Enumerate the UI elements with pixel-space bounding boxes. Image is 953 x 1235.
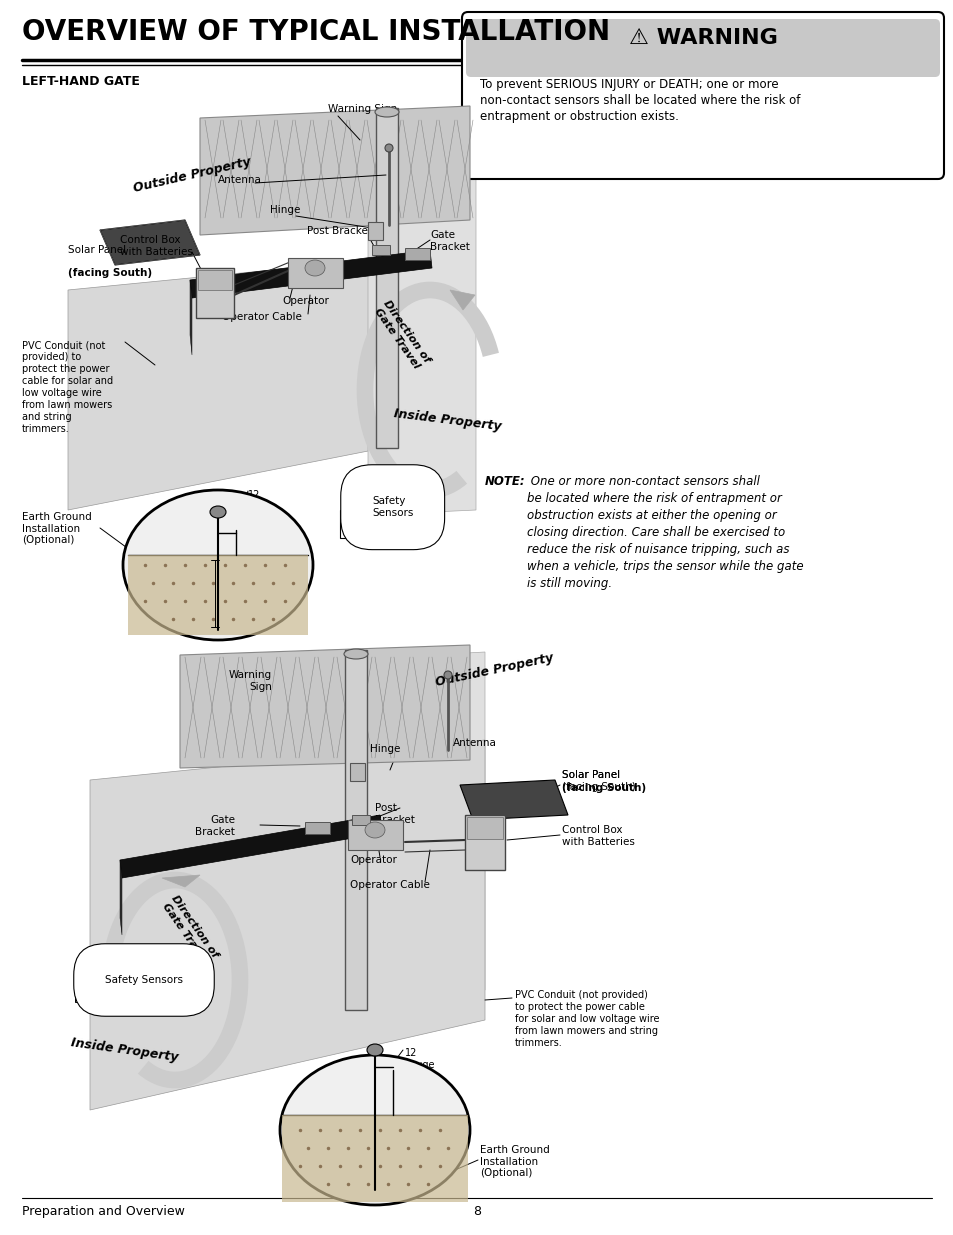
- Text: Outside Property: Outside Property: [132, 156, 252, 195]
- Text: Warning Sign: Warning Sign: [328, 104, 396, 114]
- Polygon shape: [100, 220, 200, 266]
- Text: 12
gauge
wire: 12 gauge wire: [405, 1049, 435, 1081]
- Text: OVERVIEW OF TYPICAL INSTALLATION: OVERVIEW OF TYPICAL INSTALLATION: [22, 19, 610, 46]
- Ellipse shape: [280, 1055, 470, 1205]
- Bar: [352, 815, 370, 825]
- Bar: [372, 245, 390, 254]
- Bar: [339, 510, 359, 538]
- Ellipse shape: [210, 506, 226, 517]
- Bar: [464, 815, 504, 869]
- Text: Solar Panel: Solar Panel: [561, 769, 619, 781]
- Ellipse shape: [375, 107, 398, 117]
- Text: Operator Cable: Operator Cable: [350, 881, 430, 890]
- Text: entrapment or obstruction exists.: entrapment or obstruction exists.: [479, 110, 679, 124]
- Text: PVC Conduit (not
provided) to
protect the power
cable for solar and
low voltage : PVC Conduit (not provided) to protect th…: [22, 340, 113, 433]
- Text: Preparation and Overview: Preparation and Overview: [22, 1205, 185, 1218]
- Polygon shape: [339, 652, 484, 1000]
- Bar: [288, 258, 343, 288]
- Text: (facing South): (facing South): [68, 268, 152, 278]
- Ellipse shape: [305, 261, 325, 275]
- Text: Outside Property: Outside Property: [435, 651, 555, 689]
- Bar: [350, 763, 365, 781]
- Text: Post Bracket: Post Bracket: [307, 226, 372, 236]
- Ellipse shape: [367, 1044, 382, 1056]
- Bar: [345, 650, 367, 1010]
- Ellipse shape: [344, 650, 368, 659]
- Text: PVC Conduit (not provided)
to protect the power cable
for solar and low voltage : PVC Conduit (not provided) to protect th…: [515, 990, 659, 1049]
- Text: Operator: Operator: [282, 296, 329, 306]
- Text: 8: 8: [473, 1205, 480, 1218]
- Text: Gate
Bracket: Gate Bracket: [430, 230, 470, 252]
- Text: LEFT-HAND GATE: LEFT-HAND GATE: [22, 75, 140, 88]
- Text: (facing South): (facing South): [561, 783, 645, 793]
- Bar: [90, 981, 110, 1008]
- Text: Inside Property: Inside Property: [393, 408, 502, 433]
- Bar: [405, 248, 430, 261]
- FancyBboxPatch shape: [465, 19, 939, 77]
- Text: ⚠ WARNING: ⚠ WARNING: [628, 28, 777, 48]
- Text: 8 ft.
(2.4 m): 8 ft. (2.4 m): [172, 576, 208, 597]
- Text: Warning
Sign: Warning Sign: [229, 671, 272, 692]
- Text: Operator: Operator: [350, 855, 396, 864]
- Bar: [198, 270, 232, 290]
- Polygon shape: [162, 876, 200, 887]
- Bar: [195, 268, 233, 317]
- Text: 8 ft.
(2.4 m): 8 ft. (2.4 m): [336, 1135, 373, 1157]
- Text: Safety
Sensors: Safety Sensors: [372, 496, 413, 519]
- Polygon shape: [128, 555, 308, 635]
- FancyBboxPatch shape: [461, 12, 943, 179]
- Text: Control Box
with Batteries: Control Box with Batteries: [561, 825, 634, 847]
- Text: Safety Sensors: Safety Sensors: [105, 974, 183, 986]
- Ellipse shape: [385, 144, 393, 152]
- Polygon shape: [190, 280, 192, 354]
- Text: Solar Panel
(facing South): Solar Panel (facing South): [561, 769, 635, 792]
- Text: Hinge: Hinge: [270, 205, 300, 215]
- Text: 12
gauge
wire: 12 gauge wire: [248, 490, 278, 524]
- Bar: [467, 818, 502, 839]
- Text: Direction of
Gate Travel: Direction of Gate Travel: [372, 299, 432, 372]
- Bar: [305, 823, 330, 834]
- Polygon shape: [450, 290, 475, 310]
- Text: Direction of
Gate Travel: Direction of Gate Travel: [160, 894, 220, 967]
- Bar: [375, 107, 397, 448]
- Text: Post
Bracket: Post Bracket: [375, 803, 415, 825]
- Bar: [348, 820, 402, 850]
- Polygon shape: [120, 860, 122, 935]
- Polygon shape: [368, 115, 476, 515]
- Text: Control Box
with Batteries: Control Box with Batteries: [120, 235, 193, 257]
- Text: non-contact sensors shall be located where the risk of: non-contact sensors shall be located whe…: [479, 94, 800, 107]
- Polygon shape: [200, 106, 470, 235]
- Text: One or more non-contact sensors shall
be located where the risk of entrapment or: One or more non-contact sensors shall be…: [526, 475, 802, 590]
- Text: Earth Ground
Installation
(Optional): Earth Ground Installation (Optional): [22, 513, 91, 545]
- Polygon shape: [120, 815, 381, 878]
- Text: Gate
Bracket: Gate Bracket: [195, 815, 234, 836]
- Text: Solar Panel: Solar Panel: [68, 245, 126, 254]
- Ellipse shape: [123, 490, 313, 640]
- Polygon shape: [180, 645, 470, 768]
- Text: To prevent SERIOUS INJURY or DEATH; one or more: To prevent SERIOUS INJURY or DEATH; one …: [479, 78, 778, 91]
- Polygon shape: [282, 1115, 468, 1202]
- Text: Inside Property: Inside Property: [71, 1036, 179, 1065]
- Polygon shape: [90, 740, 484, 1110]
- Text: Earth Ground
Installation
(Optional): Earth Ground Installation (Optional): [479, 1145, 549, 1178]
- Text: NOTE:: NOTE:: [484, 475, 525, 488]
- Text: Antenna: Antenna: [218, 175, 262, 185]
- Bar: [359, 514, 370, 532]
- Ellipse shape: [443, 671, 452, 679]
- Bar: [368, 222, 382, 240]
- Polygon shape: [190, 249, 432, 298]
- Polygon shape: [68, 249, 475, 510]
- Text: Antenna: Antenna: [453, 739, 497, 748]
- Ellipse shape: [365, 823, 385, 839]
- Text: Hinge: Hinge: [370, 743, 400, 755]
- Polygon shape: [459, 781, 567, 820]
- Text: Operator Cable: Operator Cable: [222, 312, 301, 322]
- Bar: [75, 984, 85, 1002]
